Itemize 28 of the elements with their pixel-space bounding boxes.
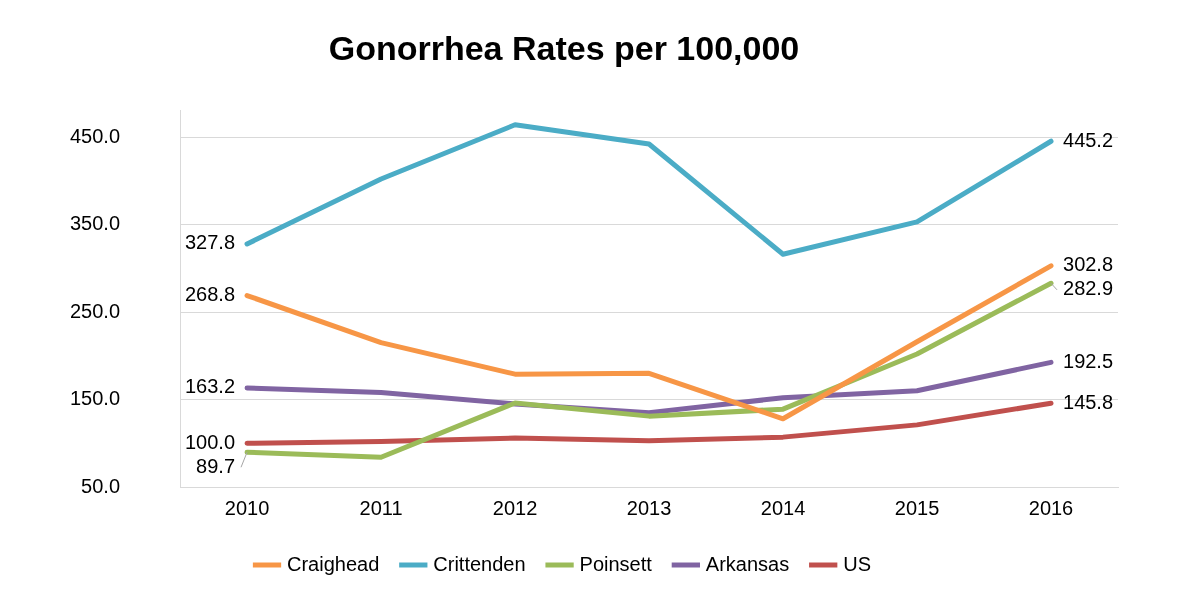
data-label: 282.9 (1063, 277, 1114, 300)
data-label: 145.8 (1063, 390, 1114, 413)
y-tick-label: 350.0 (69, 212, 121, 235)
data-label: 445.2 (1063, 128, 1114, 151)
y-tick-label: 450.0 (69, 124, 121, 147)
legend-label: Crittenden (433, 552, 526, 575)
x-tick-label: 2011 (359, 496, 403, 519)
legend-label: Poinsett (579, 552, 653, 575)
x-tick-label: 2013 (626, 496, 672, 519)
legend-label: Arkansas (705, 552, 790, 575)
data-label: 163.2 (184, 375, 236, 398)
y-tick-label: 150.0 (69, 387, 121, 410)
y-tick-label: 50.0 (81, 474, 121, 497)
legend-label: US (843, 552, 871, 575)
x-tick-label: 2012 (492, 496, 538, 519)
y-tick-label: 250.0 (69, 299, 121, 322)
chart-title: Gonorrhea Rates per 100,000 (328, 28, 800, 67)
legend-label: Craighead (287, 552, 380, 575)
x-tick-label: 2014 (760, 496, 806, 519)
x-tick-label: 2016 (1028, 496, 1074, 519)
x-tick-label: 2015 (894, 496, 940, 519)
data-label: 268.8 (184, 283, 236, 306)
x-tick-label: 2010 (224, 496, 270, 519)
data-label: 192.5 (1063, 349, 1114, 372)
data-label: 327.8 (184, 231, 236, 254)
data-label: 89.7 (196, 454, 236, 477)
data-label: 302.8 (1063, 253, 1114, 276)
data-label: 100.0 (184, 430, 236, 453)
